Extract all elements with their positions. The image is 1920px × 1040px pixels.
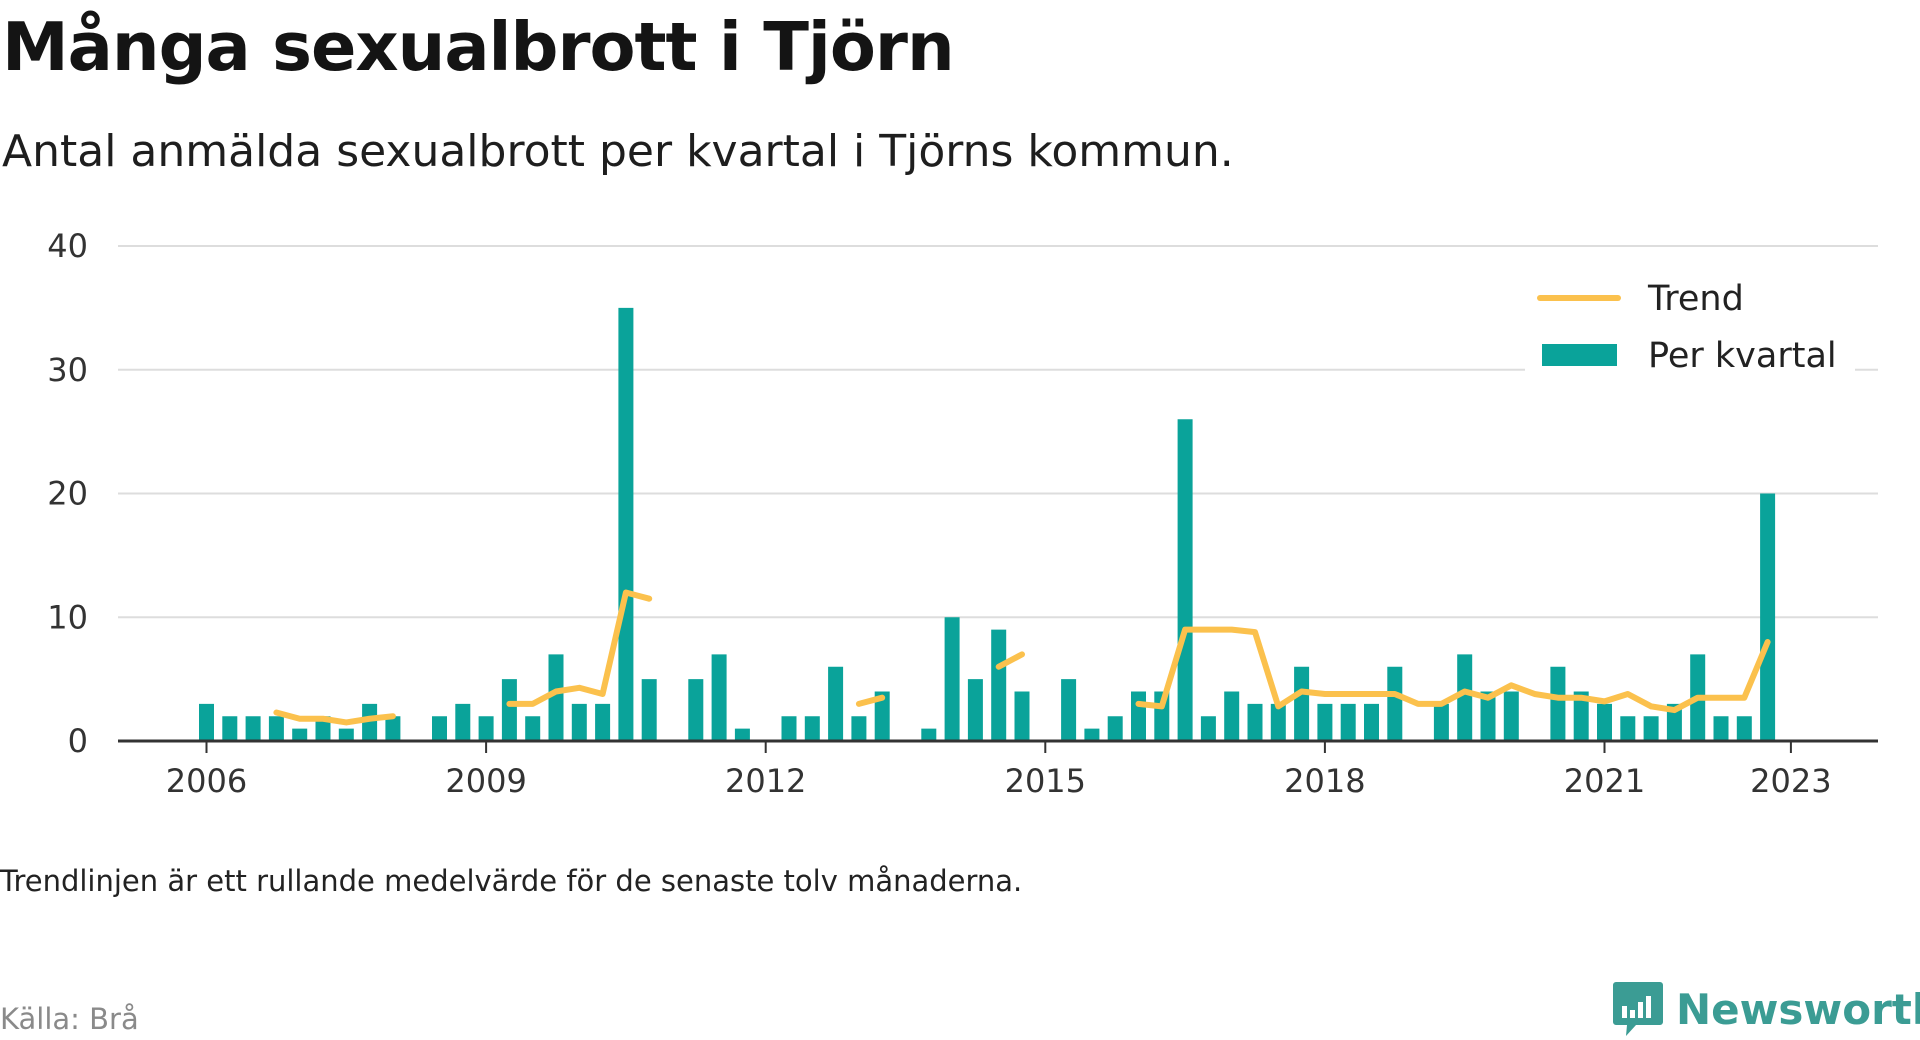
- bar: [1713, 716, 1729, 741]
- x-tick-label: 2015: [1005, 762, 1086, 800]
- trend-segment: [855, 694, 886, 707]
- bar: [1387, 666, 1403, 741]
- y-tick-label: 30: [47, 351, 88, 389]
- bar: [1294, 666, 1310, 741]
- source-label: Källa: Brå: [0, 1002, 139, 1036]
- brand-logo[interactable]: Newsworthy: [1612, 980, 1920, 1038]
- bar: [1573, 691, 1589, 741]
- bar: [1760, 493, 1776, 741]
- bar: [1620, 716, 1636, 741]
- bar: [688, 679, 704, 741]
- bar: [641, 679, 657, 741]
- bar: [1014, 691, 1030, 741]
- bar: [734, 728, 750, 741]
- trend-line: [273, 589, 1771, 726]
- bar: [804, 716, 820, 741]
- y-tick-label: 10: [47, 598, 88, 636]
- bar: [851, 716, 867, 741]
- bar: [571, 703, 587, 741]
- bar: [455, 703, 471, 741]
- bar: [1177, 419, 1193, 741]
- bar: [199, 703, 214, 741]
- legend-background: [1525, 268, 1855, 393]
- bars: [199, 307, 1776, 741]
- bar: [1457, 654, 1473, 741]
- bar-chart-bubble-icon: [1613, 982, 1663, 1036]
- bar: [432, 716, 447, 741]
- legend-bar-swatch: [1542, 344, 1617, 366]
- bar: [222, 716, 238, 741]
- trend-segment: [1135, 626, 1771, 714]
- y-tick-label: 40: [47, 227, 88, 265]
- bar: [991, 629, 1007, 741]
- bar: [315, 716, 331, 741]
- legend-bar-label: Per kvartal: [1648, 336, 1837, 376]
- bar: [828, 666, 844, 741]
- axes: 2006 2009 2012 2015 2018 2021 2023: [118, 739, 1878, 800]
- bar: [548, 654, 564, 741]
- bar: [362, 703, 378, 741]
- chart-title: Många sexualbrott i Tjörn: [2, 8, 955, 86]
- bar: [781, 716, 797, 741]
- legend-trend-label: Trend: [1647, 279, 1744, 319]
- bar: [874, 691, 890, 741]
- bar: [1270, 703, 1286, 741]
- x-tick-label: 2006: [166, 762, 247, 800]
- bar: [1736, 716, 1752, 741]
- bar: [1433, 703, 1449, 741]
- grid-lines: 0 10 20 30 40: [47, 227, 1878, 760]
- y-tick-label: 0: [68, 722, 88, 760]
- legend: Trend Per kvartal: [1525, 268, 1855, 393]
- bar: [921, 728, 937, 741]
- bar-chart: 0 10 20 30 40 2006 2009 2012 2015 2018 2021 2023 T…: [47, 227, 1878, 800]
- bar: [1480, 691, 1496, 741]
- bar: [711, 654, 727, 741]
- bar: [1550, 666, 1566, 741]
- bar: [478, 716, 494, 741]
- bar: [1061, 679, 1077, 741]
- footnote: Trendlinjen är ett rullande medelvärde f…: [0, 864, 1023, 898]
- bar: [1084, 728, 1100, 741]
- y-tick-label: 20: [47, 475, 88, 513]
- bar: [944, 617, 960, 741]
- trend-segment: [273, 709, 396, 726]
- bar: [292, 728, 308, 741]
- x-tick-label: 2021: [1564, 762, 1645, 800]
- bar: [501, 679, 517, 741]
- bar: [1247, 703, 1263, 741]
- bar: [1340, 703, 1356, 741]
- bar: [1503, 691, 1519, 741]
- bar: [525, 716, 541, 741]
- bar: [1643, 716, 1659, 741]
- trend-segment: [506, 589, 653, 707]
- brand-name: Newsworthy: [1676, 984, 1920, 1034]
- bar: [268, 716, 284, 741]
- bar: [1224, 691, 1240, 741]
- chart-subtitle: Antal anmälda sexualbrott per kvartal i …: [2, 126, 1234, 177]
- bar: [595, 703, 611, 741]
- bar: [1317, 703, 1333, 741]
- bar: [618, 307, 634, 741]
- bar: [1364, 703, 1379, 741]
- bar: [1597, 703, 1612, 741]
- bar: [1666, 703, 1682, 741]
- x-tick-label: 2023: [1750, 762, 1831, 800]
- bar: [1107, 716, 1123, 741]
- x-tick-label: 2009: [445, 762, 526, 800]
- bar: [338, 728, 354, 741]
- bar: [1200, 716, 1216, 741]
- trend-segment: [995, 651, 1025, 670]
- bar: [1131, 691, 1146, 741]
- x-tick-label: 2018: [1284, 762, 1365, 800]
- bar: [245, 716, 261, 741]
- x-tick-label: 2012: [725, 762, 806, 800]
- bar: [385, 716, 401, 741]
- bar: [967, 679, 983, 741]
